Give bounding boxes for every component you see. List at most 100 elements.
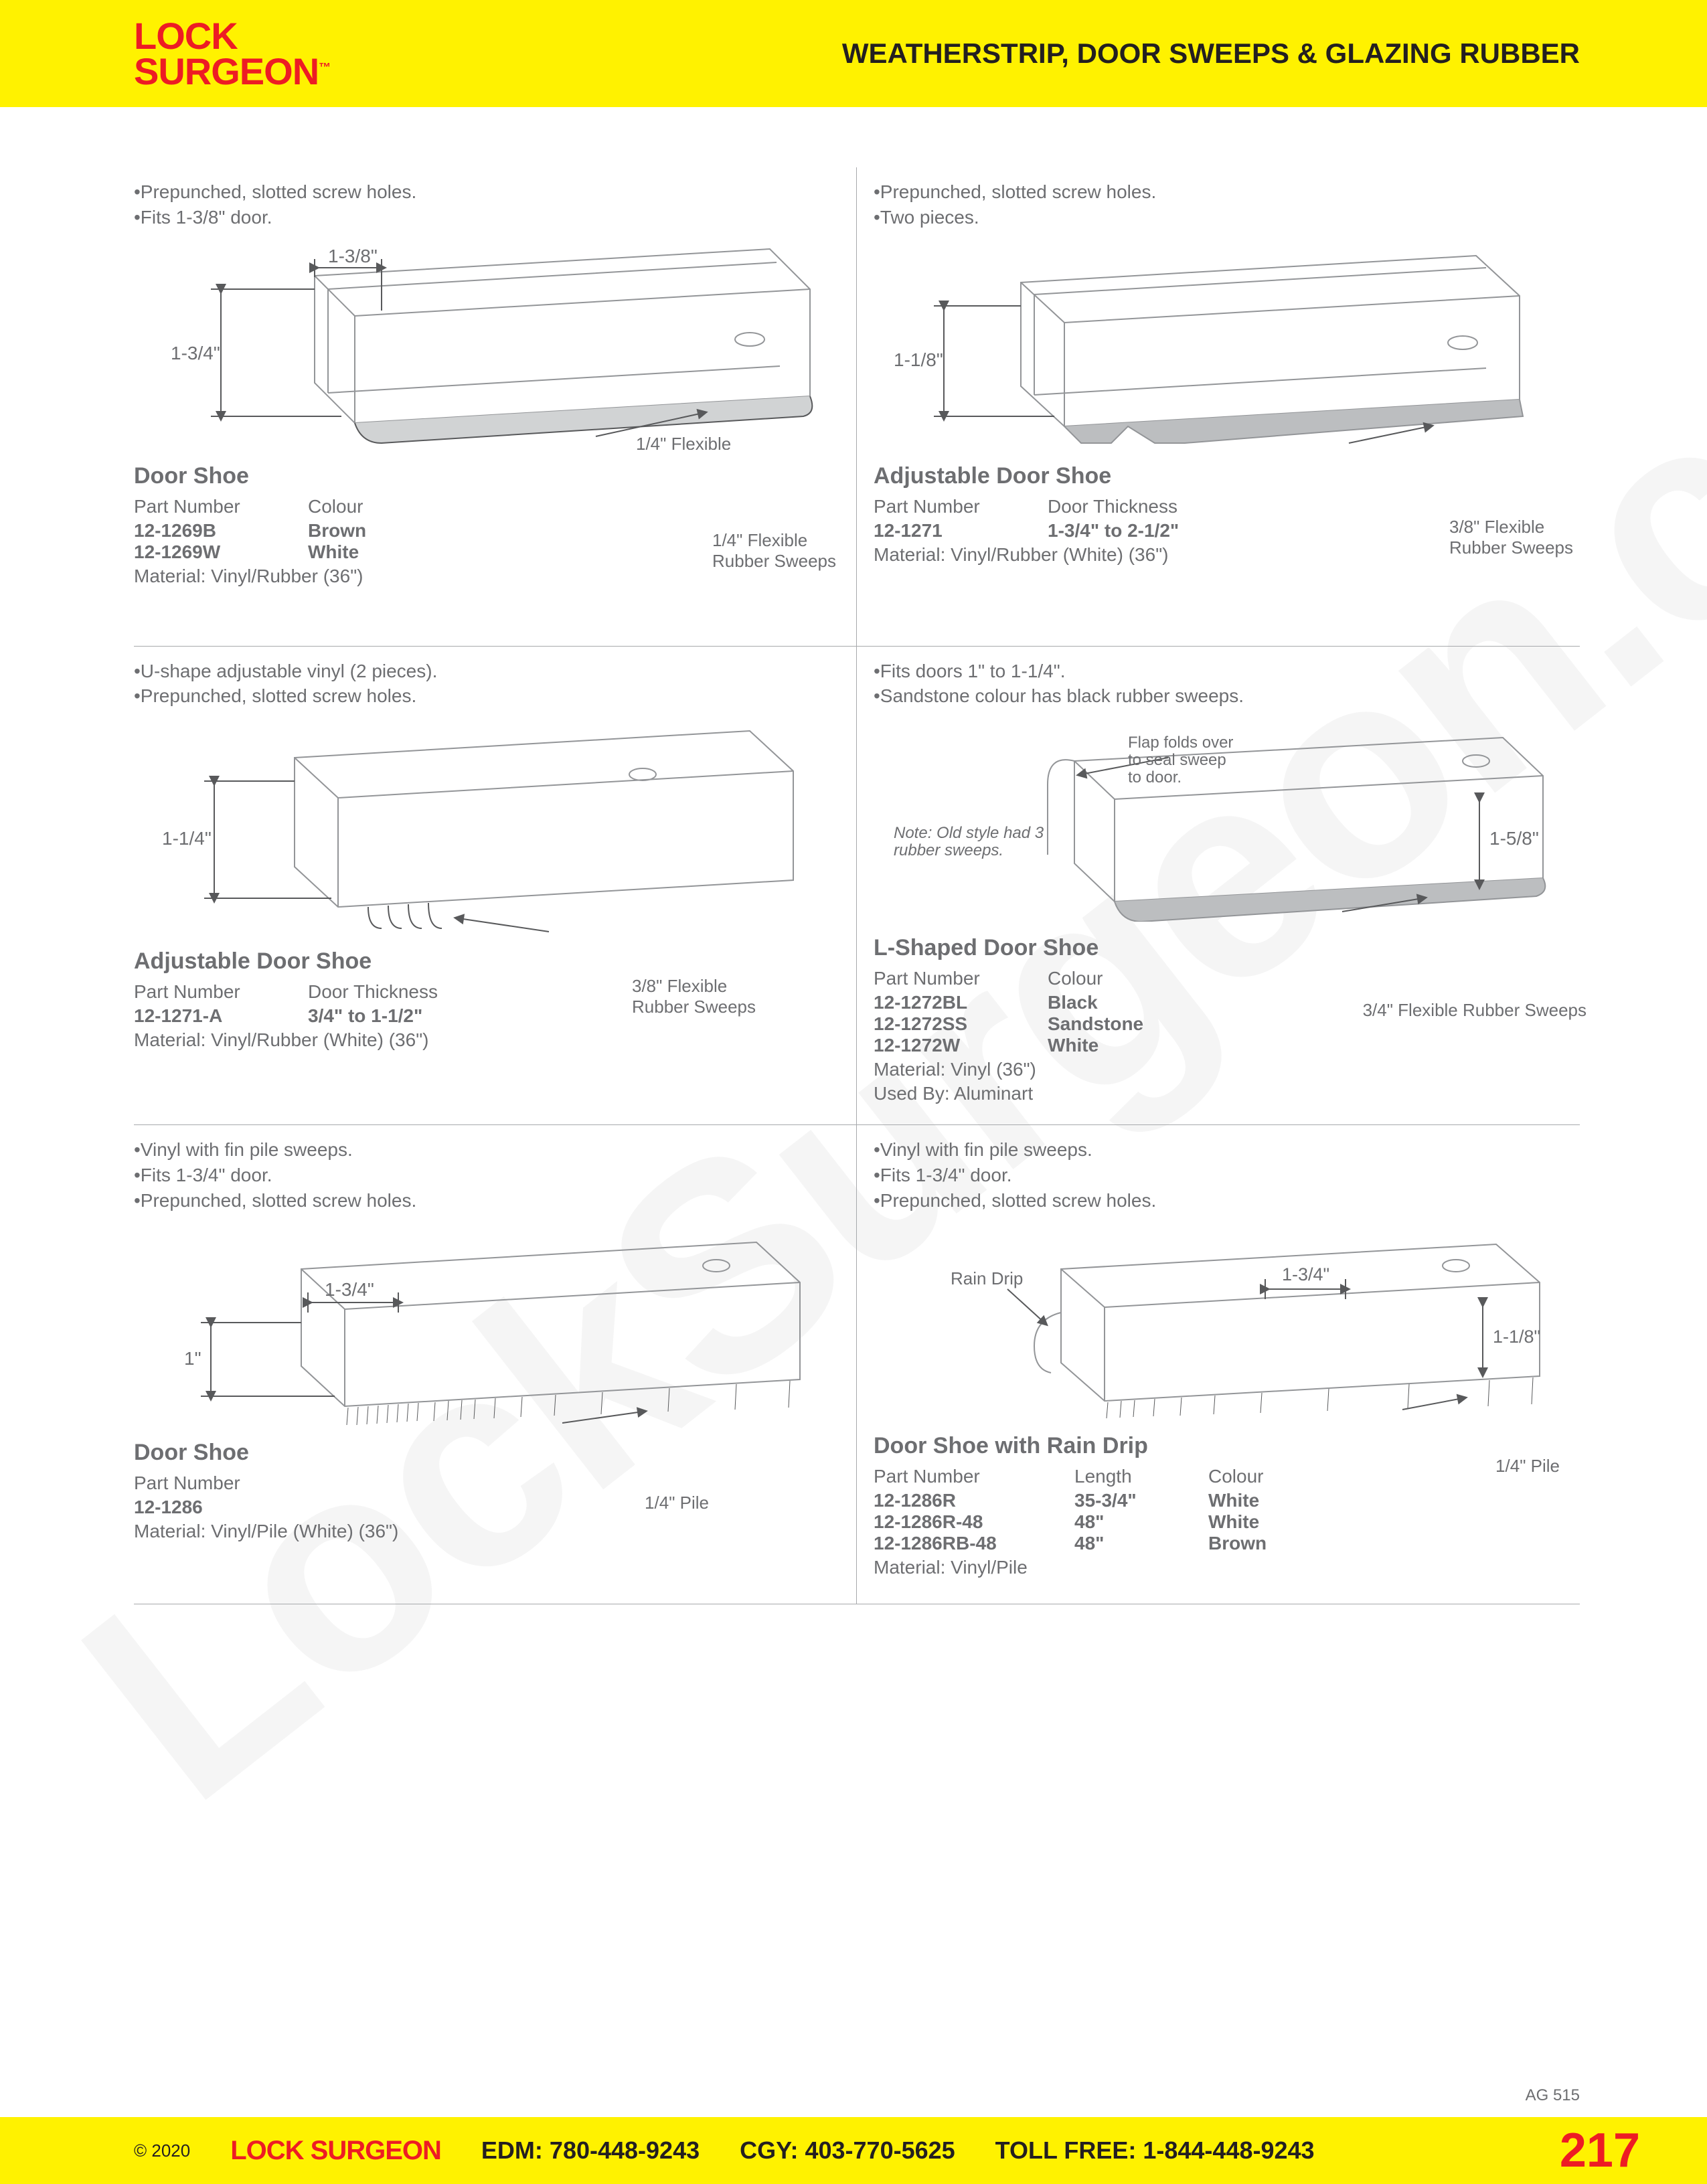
product-title: L-Shaped Door Shoe [874,935,1566,961]
col-head: Colour [1208,1466,1342,1487]
product-title: Adjustable Door Shoe [874,463,1566,489]
bullets: •Prepunched, slotted screw holes. •Fits … [134,179,839,230]
bullet: •Two pieces. [874,205,1566,230]
length: 48" [1074,1533,1208,1554]
diagram-rain-drip: Rain Drip 1-3/4" 1-1/8" [874,1226,1566,1420]
bullets: •Prepunched, slotted screw holes. •Two p… [874,179,1566,230]
diagram-door-shoe-1: 1-3/4" 1-3/8" 1/4" Flexible [134,242,839,450]
footer-bar: © 2020 LOCK SURGEON EDM: 780-448-9243 CG… [0,2117,1707,2184]
svg-text:1": 1" [184,1348,201,1369]
svg-text:rubber sweeps.: rubber sweeps. [894,841,1003,859]
col-head: Part Number [874,496,1048,517]
content-area: •Prepunched, slotted screw holes. •Fits … [0,107,1707,1604]
svg-text:1-3/4": 1-3/4" [325,1279,374,1300]
product-cell-2: •Prepunched, slotted screw holes. •Two p… [857,167,1580,647]
colour: Sandstone [1048,1013,1208,1035]
used-by: Used By: Aluminart [874,1083,1566,1104]
svg-text:to seal sweep: to seal sweep [1128,751,1226,769]
col-head: Part Number [134,1473,308,1494]
bullet: •Fits 1-3/4" door. [134,1163,839,1188]
brand-logo: LOCK SURGEON™ [134,18,330,89]
diagram-adjustable-2: 1-1/4" [134,721,839,935]
bullet: •Prepunched, slotted screw holes. [134,1188,839,1213]
col-head: Part Number [874,1466,1074,1487]
diagram-adjustable-1: 1-1/8" [874,242,1566,450]
bullet: •Vinyl with fin pile sweeps. [134,1137,839,1163]
product-title: Adjustable Door Shoe [134,948,839,975]
part-number: 12-1272BL [874,992,1048,1013]
diagram-lshape: 1-5/8" Flap folds over to seal sweep to … [874,721,1566,922]
svg-text:1-3/8": 1-3/8" [328,246,378,266]
spec-table: Part Number Length Colour 12-1286R35-3/4… [874,1466,1566,1554]
label: TOLL FREE: [995,2136,1143,2164]
material: Material: Vinyl/Pile (White) (36") [134,1521,839,1542]
callout-pile: 1/4" Pile [1495,1456,1560,1477]
col-head: Colour [308,496,469,517]
svg-text:to door.: to door. [1128,768,1182,786]
svg-text:1-3/4": 1-3/4" [1282,1264,1329,1284]
svg-text:1/4" Flexible: 1/4" Flexible [636,434,731,450]
part-number: 12-1286 [134,1497,308,1518]
callout-sweep: 3/4" Flexible Rubber Sweeps [1363,1000,1587,1021]
svg-text:1-1/4": 1-1/4" [162,828,212,849]
product-cell-1: •Prepunched, slotted screw holes. •Fits … [134,167,857,647]
bullets: •Fits doors 1" to 1-1/4". •Sandstone col… [874,659,1566,709]
bullet: •Prepunched, slotted screw holes. [874,1188,1566,1213]
bullets: •Vinyl with fin pile sweeps. •Fits 1-3/4… [134,1137,839,1213]
thickness: 3/4" to 1-1/2" [308,1005,509,1027]
product-title: Door Shoe with Rain Drip [874,1433,1566,1459]
callout-sweep: 3/8" FlexibleRubber Sweeps [1449,517,1573,558]
material: Material: Vinyl/Rubber (White) (36") [134,1029,839,1051]
part-number: 12-1286R-48 [874,1511,1074,1533]
svg-text:1-5/8": 1-5/8" [1489,828,1539,849]
bullets: •Vinyl with fin pile sweeps. •Fits 1-3/4… [874,1137,1566,1213]
header-bar: LOCK SURGEON™ WEATHERSTRIP, DOOR SWEEPS … [0,0,1707,107]
bullet: •Prepunched, slotted screw holes. [134,179,839,205]
logo-line1: LOCK [134,18,330,54]
col-head: Door Thickness [1048,496,1262,517]
colour: Brown [1208,1533,1342,1554]
spec-table: Part Number 12-1286 [134,1473,839,1518]
callout-sweep: 3/8" FlexibleRubber Sweeps [632,976,756,1017]
logo-line2: SURGEON™ [134,54,330,89]
footer-cgy: CGY: 403-770-5625 [740,2136,955,2165]
product-grid: •Prepunched, slotted screw holes. •Fits … [134,167,1580,1604]
col-head: Part Number [134,496,308,517]
length: 48" [1074,1511,1208,1533]
svg-text:1-1/8": 1-1/8" [894,349,943,370]
bullet: •Prepunched, slotted screw holes. [134,683,839,709]
part-number: 12-1286RB-48 [874,1533,1074,1554]
material: Material: Vinyl/Pile [874,1557,1566,1578]
svg-text:1-1/8": 1-1/8" [1493,1327,1540,1347]
colour: White [308,541,469,563]
bullet: •Vinyl with fin pile sweeps. [874,1137,1566,1163]
footer-edm: EDM: 780-448-9243 [481,2136,700,2165]
bullet: •Prepunched, slotted screw holes. [874,179,1566,205]
part-number: 12-1271-A [134,1005,308,1027]
bullet: •Fits 1-3/8" door. [134,205,839,230]
length: 35-3/4" [1074,1490,1208,1511]
svg-text:Note: Old style had 3: Note: Old style had 3 [894,824,1044,842]
phone: 780-448-9243 [550,2136,700,2164]
bullet: •Fits 1-3/4" door. [874,1163,1566,1188]
part-number: 12-1286R [874,1490,1074,1511]
logo-line2-text: SURGEON [134,50,319,92]
phone: 403-770-5625 [805,2136,955,2164]
product-cell-5: •Vinyl with fin pile sweeps. •Fits 1-3/4… [134,1125,857,1604]
product-cell-6: •Vinyl with fin pile sweeps. •Fits 1-3/4… [857,1125,1580,1604]
product-title: Door Shoe [134,1440,839,1466]
product-cell-4: •Fits doors 1" to 1-1/4". •Sandstone col… [857,647,1580,1126]
col-head: Door Thickness [308,981,509,1003]
bullet: •U-shape adjustable vinyl (2 pieces). [134,659,839,684]
part-number: 12-1269W [134,541,308,563]
page-header-title: WEATHERSTRIP, DOOR SWEEPS & GLAZING RUBB… [842,37,1580,70]
dim-label: 1-3/4" [171,343,220,363]
part-number: 12-1272W [874,1035,1048,1056]
footer-brand: LOCK SURGEON [230,2136,441,2166]
bullets: •U-shape adjustable vinyl (2 pieces). •P… [134,659,839,709]
colour: Black [1048,992,1208,1013]
colour: Brown [308,520,469,541]
bullet: •Sandstone colour has black rubber sweep… [874,683,1566,709]
logo-tm: ™ [319,60,330,74]
ag-code: AG 515 [1526,2086,1580,2105]
